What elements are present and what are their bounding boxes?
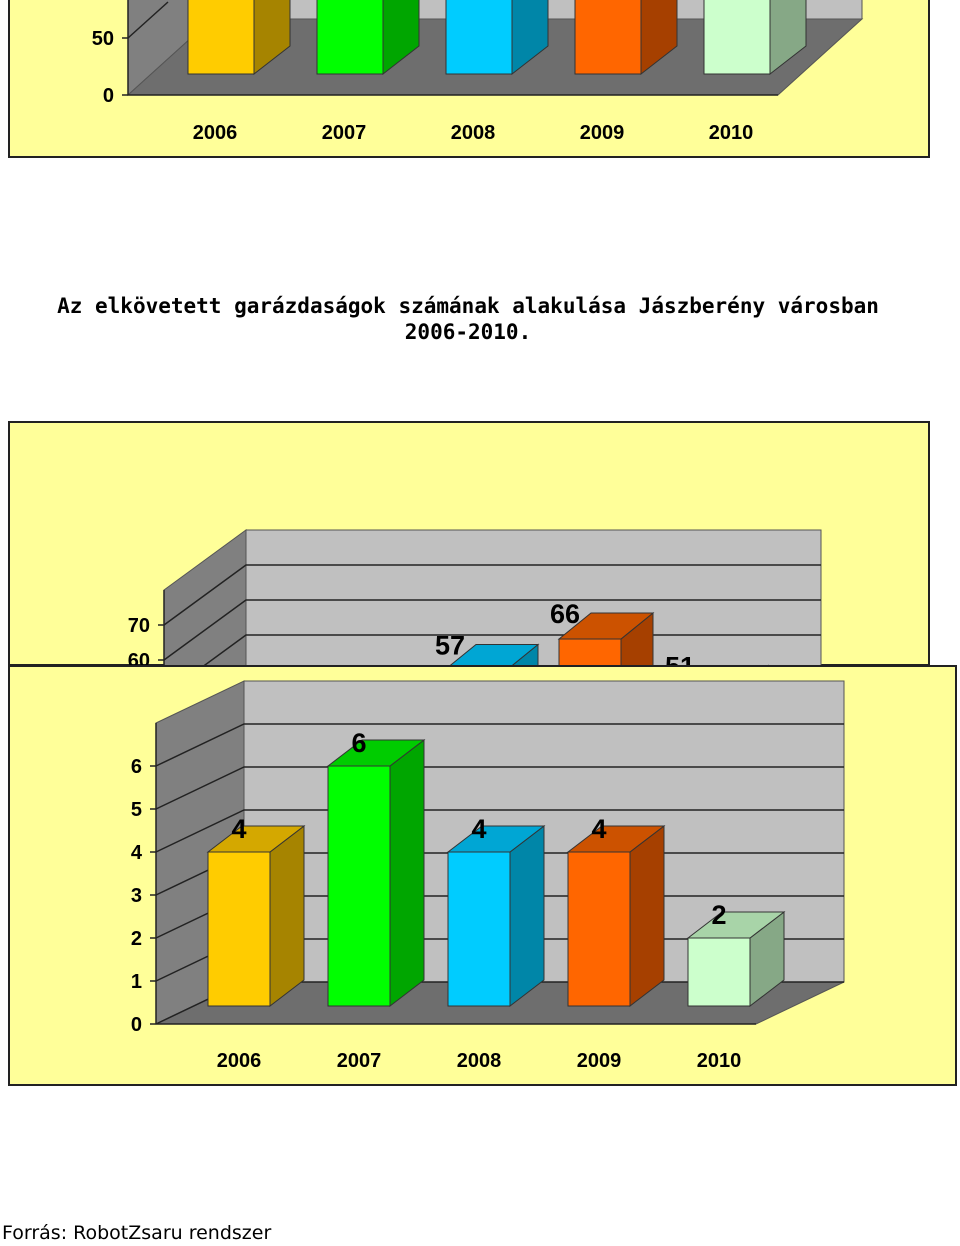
bar-chart-bottom: 0 1 2 3 4 5 6 4 2006 6 2007 4 2008 4 2009 2 2010 — [131, 680, 845, 1072]
chart-panel-bottom: 0 1 2 3 4 5 6 4 2006 6 2007 4 2008 4 2009 2 2010 — [8, 665, 957, 1086]
x-tick-label-2008: 2008 — [457, 1050, 502, 1072]
y-tick-label: 5 — [131, 799, 142, 821]
chart-title: Az elkövetett garázdaságok számának alak… — [57, 294, 879, 318]
bar-2006 — [207, 851, 271, 1007]
data-label-2006: 4 — [231, 814, 246, 844]
data-label-2010: 2 — [711, 900, 726, 930]
chart-panel-middle: 30405060703944576651 — [8, 421, 930, 669]
bar-2007 — [327, 765, 391, 1007]
data-label-2009: 4 — [591, 814, 606, 844]
bar-2009 — [558, 638, 622, 668]
side-wall — [163, 529, 247, 668]
x-tick-label-2010: 2010 — [697, 1050, 742, 1072]
gridline — [155, 766, 844, 810]
data-label-2008: 57 — [435, 631, 465, 661]
x-tick-label-2009: 2009 — [580, 122, 625, 144]
gridline — [163, 564, 821, 626]
y-tick-label: 4 — [131, 842, 143, 864]
bar-2007 — [316, 0, 384, 75]
gridline — [155, 723, 844, 767]
y-tick-label: 0 — [103, 85, 114, 107]
bar-side — [509, 824, 545, 1008]
y-tick-label: 0 — [131, 1014, 142, 1036]
bar-2006 — [187, 0, 255, 75]
x-tick-label-2007: 2007 — [322, 122, 367, 144]
bar-side — [629, 824, 665, 1008]
y-tick-label: 70 — [128, 615, 150, 637]
x-tick-label-2009: 2009 — [577, 1050, 622, 1072]
y-tick-label: 50 — [92, 28, 114, 50]
x-tick-label-2006: 2006 — [193, 122, 238, 144]
data-label-2008: 4 — [471, 814, 486, 844]
data-label-2009: 66 — [550, 599, 580, 629]
y-tick-label: 3 — [131, 885, 142, 907]
bar-2009 — [567, 851, 631, 1007]
gridline — [155, 809, 844, 853]
data-label-2007: 6 — [351, 728, 366, 758]
bar-chart-top: 0 50 2006 2007 2008 2009 2010 — [92, 0, 864, 144]
gridline — [163, 599, 821, 661]
data-label-2010: 51 — [665, 652, 695, 669]
bar-chart-middle: 30405060703944576651 — [128, 529, 822, 669]
bar-2009 — [574, 0, 642, 75]
y-tick-label: 60 — [128, 650, 150, 668]
x-tick-label-2010: 2010 — [709, 122, 754, 144]
bar-side — [389, 738, 425, 1008]
chart-subtitle: 2006-2010. — [404, 320, 532, 344]
gridline — [127, 1, 169, 39]
x-tick-label-2006: 2006 — [217, 1050, 262, 1072]
bar-side — [269, 824, 305, 1008]
bar-2010 — [703, 0, 771, 75]
bar-top — [446, 644, 540, 668]
x-tick-label-2007: 2007 — [337, 1050, 382, 1072]
source-note: Forrás: RobotZsaru rendszer — [2, 1222, 272, 1244]
y-tick-label: 6 — [131, 756, 142, 778]
x-tick-label-2008: 2008 — [451, 122, 496, 144]
y-tick-label: 2 — [131, 928, 142, 950]
bar-2008 — [445, 0, 513, 75]
bar-2010 — [687, 937, 751, 1007]
bar-2008 — [447, 851, 511, 1007]
chart-panel-top: 0 50 2006 2007 2008 2009 2010 — [8, 0, 930, 158]
y-tick-label: 1 — [131, 971, 142, 993]
